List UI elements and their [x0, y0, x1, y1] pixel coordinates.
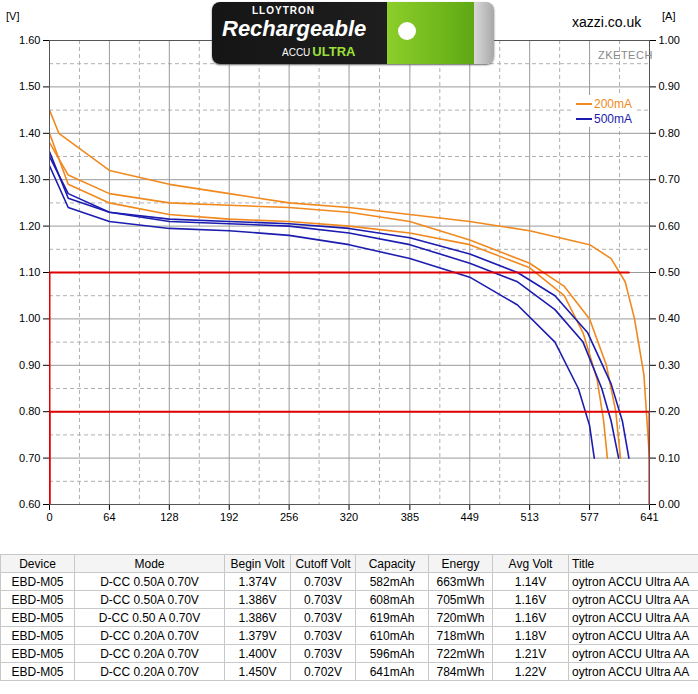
svg-text:0.60: 0.60 — [19, 498, 40, 510]
html-text:0.703V: 0.703V — [304, 628, 342, 643]
html-text:784mWh: 784mWh — [436, 664, 485, 679]
html-text:722mWh: 722mWh — [436, 646, 485, 661]
html-text:[A]: [A] — [662, 10, 676, 22]
html-text:Capacity: Capacity — [368, 556, 416, 571]
html-text:EBD-M05: EBD-M05 — [11, 592, 64, 607]
html-text:582mAh: 582mAh — [369, 574, 415, 589]
html-text:1.374V: 1.374V — [238, 574, 277, 589]
svg-text:320: 320 — [340, 511, 358, 523]
svg-text:0.00: 0.00 — [659, 498, 680, 510]
html-text:0.702V: 0.702V — [304, 664, 342, 679]
html-text:oytron ACCU Ultra AA: oytron ACCU Ultra AA — [572, 628, 690, 643]
svg-text:0.60: 0.60 — [659, 220, 680, 232]
html-text:1.16V: 1.16V — [514, 610, 547, 625]
html-text:0.703V: 0.703V — [304, 646, 342, 661]
svg-text:0.50: 0.50 — [659, 266, 680, 278]
html-text:Device: Device — [19, 556, 56, 571]
svg-text:256: 256 — [280, 511, 298, 523]
html-text:oytron ACCU Ultra AA: oytron ACCU Ultra AA — [572, 646, 690, 661]
html-text:1.18V: 1.18V — [514, 628, 547, 643]
html-text:1.386V: 1.386V — [238, 592, 277, 607]
html-text:Rechargeable: Rechargeable — [222, 16, 367, 41]
html-text:Avg Volt: Avg Volt — [508, 556, 553, 571]
svg-text:1.00: 1.00 — [659, 34, 680, 46]
svg-text:0: 0 — [46, 511, 52, 523]
html-text:ACCUULTRA: ACCUULTRA — [282, 44, 356, 59]
html-text:1.400V: 1.400V — [238, 646, 277, 661]
svg-text:513: 513 — [521, 511, 539, 523]
html-text:1.16V: 1.16V — [514, 592, 547, 607]
svg-text:577: 577 — [580, 511, 598, 523]
svg-text:64: 64 — [103, 511, 115, 523]
svg-text:0.40: 0.40 — [659, 312, 680, 324]
html-text:D-CC 0.20A 0.70V: D-CC 0.20A 0.70V — [100, 664, 199, 679]
html-text:1.379V: 1.379V — [238, 628, 277, 643]
html-text:Begin Volt: Begin Volt — [230, 556, 285, 571]
svg-text:0.80: 0.80 — [19, 405, 40, 417]
html-text:Title: Title — [572, 556, 595, 571]
html-text:EBD-M05: EBD-M05 — [11, 646, 64, 661]
html-text:LLOYTRON: LLOYTRON — [252, 5, 315, 16]
html-text:608mAh: 608mAh — [369, 592, 415, 607]
html-text:xazzi.co.uk: xazzi.co.uk — [572, 14, 642, 30]
html-text:oytron ACCU Ultra AA: oytron ACCU Ultra AA — [572, 592, 690, 607]
html-text:EBD-M05: EBD-M05 — [11, 664, 64, 679]
html-text:ZKETECH: ZKETECH — [598, 49, 653, 61]
html-text:D-CC 0.20A 0.70V: D-CC 0.20A 0.70V — [100, 628, 199, 643]
svg-text:1.50: 1.50 — [19, 80, 40, 92]
svg-text:449: 449 — [461, 511, 479, 523]
svg-text:1.40: 1.40 — [19, 127, 40, 139]
svg-text:192: 192 — [220, 511, 238, 523]
html-text:1.14V: 1.14V — [514, 574, 547, 589]
html-text:0.703V: 0.703V — [304, 574, 342, 589]
html-text:1.450V: 1.450V — [238, 664, 277, 679]
svg-text:1.10: 1.10 — [19, 266, 40, 278]
svg-text:0.10: 0.10 — [659, 452, 680, 464]
html-text:0.703V: 0.703V — [304, 592, 342, 607]
html-text:200mA: 200mA — [594, 96, 632, 111]
html-text:EBD-M05: EBD-M05 — [11, 574, 64, 589]
svg-text:128: 128 — [160, 511, 178, 523]
html-text:596mAh: 596mAh — [369, 646, 415, 661]
svg-text:0.80: 0.80 — [659, 127, 680, 139]
html-text:Cutoff Volt: Cutoff Volt — [295, 556, 351, 571]
html-text:oytron ACCU Ultra AA: oytron ACCU Ultra AA — [572, 574, 690, 589]
html-text:0.703V: 0.703V — [304, 610, 342, 625]
html-text:Energy: Energy — [441, 556, 480, 571]
html-text:[V]: [V] — [6, 10, 20, 22]
html-text:500mA: 500mA — [594, 111, 632, 126]
html-text:D-CC 0.50A 0.70V: D-CC 0.50A 0.70V — [100, 574, 199, 589]
html-text:720mWh: 720mWh — [436, 610, 485, 625]
svg-text:0.20: 0.20 — [659, 405, 680, 417]
html-text:641mAh: 641mAh — [369, 664, 415, 679]
svg-text:1.60: 1.60 — [19, 34, 40, 46]
svg-text:0.90: 0.90 — [659, 80, 680, 92]
html-text:663mWh: 663mWh — [436, 574, 485, 589]
html-text:D-CC 0.20A 0.70V: D-CC 0.20A 0.70V — [100, 646, 199, 661]
html-text:705mWh: 705mWh — [436, 592, 485, 607]
html-text:610mAh: 610mAh — [369, 628, 415, 643]
svg-text:641: 641 — [640, 511, 658, 523]
html-text:D-CC 0.50 A 0.70V: D-CC 0.50 A 0.70V — [98, 610, 201, 625]
html-text:oytron ACCU Ultra AA: oytron ACCU Ultra AA — [572, 610, 690, 625]
html-text:EBD-M05: EBD-M05 — [11, 628, 64, 643]
svg-text:0.70: 0.70 — [19, 452, 40, 464]
svg-text:1.20: 1.20 — [19, 220, 40, 232]
html-text:718mWh: 718mWh — [436, 628, 485, 643]
html-text:oytron ACCU Ultra AA: oytron ACCU Ultra AA — [572, 664, 690, 679]
html-text:Mode: Mode — [134, 556, 165, 571]
html-text:619mAh: 619mAh — [369, 610, 415, 625]
html-text:EBD-M05: EBD-M05 — [11, 610, 64, 625]
svg-text:1.00: 1.00 — [19, 312, 40, 324]
html-text:1.22V: 1.22V — [514, 664, 547, 679]
svg-text:1.30: 1.30 — [19, 173, 40, 185]
svg-text:0.30: 0.30 — [659, 359, 680, 371]
svg-text:0.90: 0.90 — [19, 359, 40, 371]
svg-text:0.70: 0.70 — [659, 173, 680, 185]
html-text:1.21V: 1.21V — [514, 646, 547, 661]
html-text:D-CC 0.50A 0.70V: D-CC 0.50A 0.70V — [100, 592, 199, 607]
svg-text:385: 385 — [401, 511, 419, 523]
html-text:1.386V: 1.386V — [238, 610, 277, 625]
